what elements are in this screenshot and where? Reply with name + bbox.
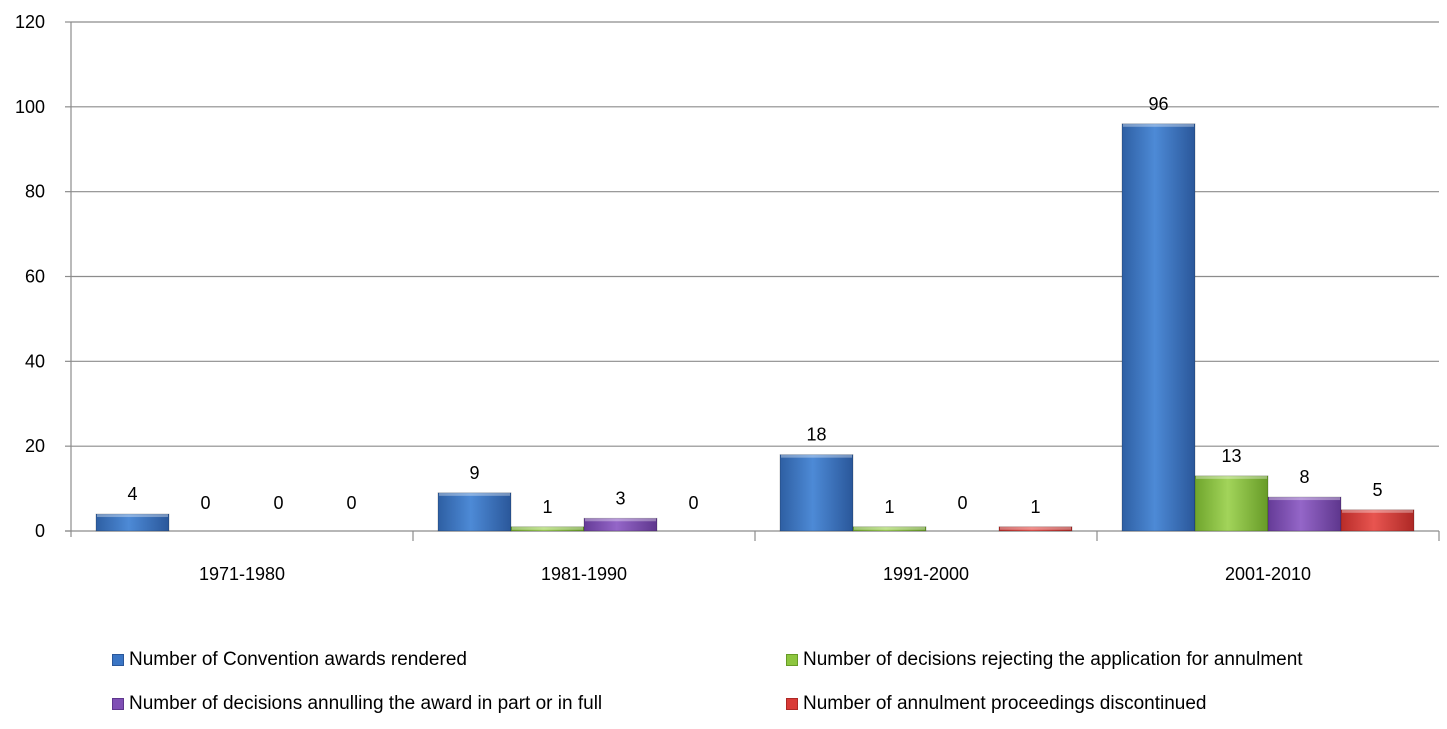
gridlines bbox=[71, 21, 1439, 447]
data-label: 0 bbox=[346, 493, 356, 513]
data-label: 1 bbox=[884, 497, 894, 517]
bar bbox=[998, 526, 1073, 532]
bar bbox=[779, 454, 854, 532]
y-tick-label: 40 bbox=[25, 351, 45, 371]
x-category-label: 2001-2010 bbox=[1225, 564, 1311, 584]
bar-highlight bbox=[1196, 475, 1267, 479]
data-label: 0 bbox=[273, 493, 283, 513]
bar bbox=[1121, 123, 1196, 532]
bar bbox=[437, 492, 512, 532]
bar bbox=[1340, 509, 1415, 532]
data-label: 8 bbox=[1299, 467, 1309, 487]
bar bbox=[583, 517, 658, 532]
y-tick-label: 0 bbox=[35, 521, 45, 541]
data-label: 4 bbox=[127, 484, 137, 504]
data-label: 3 bbox=[615, 488, 625, 508]
data-label: 1 bbox=[542, 497, 552, 517]
x-category-label: 1981-1990 bbox=[541, 564, 627, 584]
y-tick-label: 80 bbox=[25, 182, 45, 202]
bar bbox=[95, 513, 170, 532]
bar-highlight bbox=[439, 492, 510, 496]
bar bbox=[1194, 475, 1269, 532]
data-label: 0 bbox=[957, 493, 967, 513]
bar-highlight bbox=[1269, 497, 1340, 501]
y-tick-label: 100 bbox=[15, 97, 45, 117]
bar-highlight bbox=[781, 454, 852, 458]
data-label: 9 bbox=[469, 463, 479, 483]
x-category-label: 1991-2000 bbox=[883, 564, 969, 584]
data-label: 0 bbox=[200, 493, 210, 513]
data-label: 13 bbox=[1221, 446, 1241, 466]
data-label: 18 bbox=[806, 425, 826, 445]
bar-highlight bbox=[512, 526, 583, 530]
y-tick-label: 20 bbox=[25, 436, 45, 456]
bar-highlight bbox=[97, 514, 168, 518]
data-label: 1 bbox=[1030, 497, 1040, 517]
y-tick-label: 60 bbox=[25, 267, 45, 287]
y-tick-label: 120 bbox=[15, 12, 45, 32]
bar bbox=[1267, 496, 1342, 532]
bar-highlight bbox=[854, 526, 925, 530]
data-label: 96 bbox=[1148, 94, 1168, 114]
bar-highlight bbox=[1123, 123, 1194, 127]
bar bbox=[852, 526, 927, 532]
bars bbox=[95, 123, 1415, 532]
bar-highlight bbox=[1342, 509, 1413, 513]
bar-highlight bbox=[1000, 526, 1071, 530]
x-category-label: 1971-1980 bbox=[199, 564, 285, 584]
bar-highlight bbox=[585, 518, 656, 522]
data-label: 0 bbox=[688, 493, 698, 513]
data-label: 5 bbox=[1372, 480, 1382, 500]
